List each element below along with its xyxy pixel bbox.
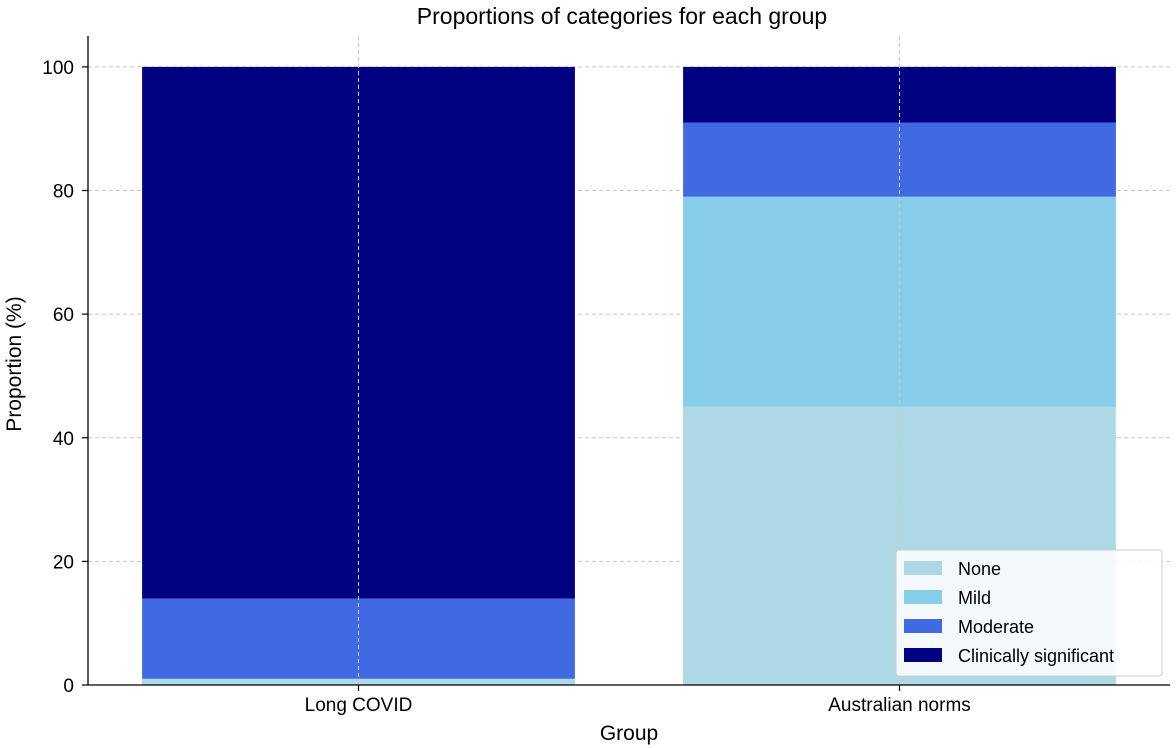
y-tick-label: 40 — [53, 429, 74, 450]
bar-segment — [683, 196, 1116, 407]
x-axis-label: Group — [600, 722, 658, 745]
x-ticks: Long COVID Australian norms — [305, 685, 971, 716]
legend-label: None — [958, 559, 1001, 579]
legend-swatch — [904, 619, 942, 633]
grid-lines — [88, 66, 1170, 562]
legend: None Mild Moderate Clinically significant — [895, 549, 1163, 677]
legend-label: Clinically significant — [958, 646, 1114, 666]
chart-title: Proportions of categories for each group — [417, 3, 827, 29]
x-tick-label: Long COVID — [305, 695, 413, 716]
legend-swatch — [904, 648, 942, 662]
y-tick-label: 20 — [53, 552, 74, 573]
y-tick-label: 60 — [53, 305, 74, 326]
legend-swatch — [904, 561, 942, 575]
y-tick-label: 80 — [53, 182, 74, 203]
x-tick-label: Australian norms — [828, 695, 971, 716]
y-tick-label: 100 — [42, 58, 74, 79]
legend-label: Mild — [958, 588, 991, 608]
axes — [87, 36, 1170, 686]
y-axis-label: Proportion (%) — [3, 296, 26, 431]
legend-swatch — [904, 590, 942, 604]
legend-box — [895, 549, 1163, 677]
legend-label: Moderate — [958, 617, 1034, 637]
y-tick-label: 0 — [63, 676, 74, 697]
y-ticks: 0 20 40 60 80 100 — [42, 58, 88, 697]
